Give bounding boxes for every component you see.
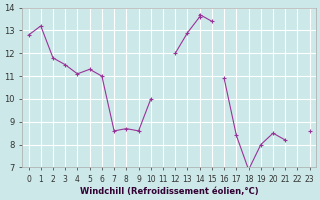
X-axis label: Windchill (Refroidissement éolien,°C): Windchill (Refroidissement éolien,°C): [80, 187, 259, 196]
